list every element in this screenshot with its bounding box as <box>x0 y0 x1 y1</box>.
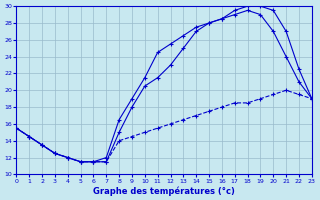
X-axis label: Graphe des températures (°c): Graphe des températures (°c) <box>93 186 235 196</box>
